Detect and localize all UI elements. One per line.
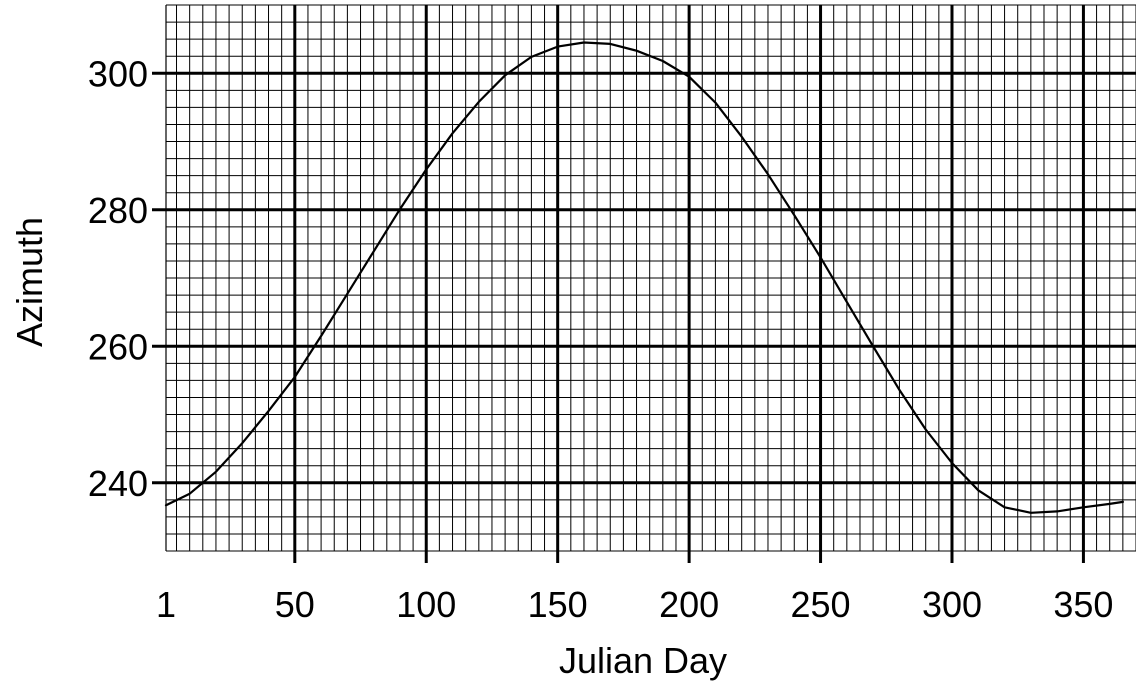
x-tick-label: 200: [659, 584, 719, 625]
x-tick-label: 350: [1053, 584, 1113, 625]
x-tick-label: 300: [922, 584, 982, 625]
y-tick-label: 260: [88, 326, 148, 367]
x-tick-label: 1: [156, 584, 176, 625]
y-tick-labels: 240 260 280 300: [88, 53, 148, 504]
series-layer: [164, 41, 1125, 514]
y-tick-label: 300: [88, 53, 148, 94]
x-tick-label: 150: [528, 584, 588, 625]
x-tick-label: 50: [275, 584, 315, 625]
minor-grid: [165, 4, 1136, 552]
major-grid: [152, 5, 1136, 563]
series-line-0: [164, 41, 1125, 514]
x-tick-label: 250: [791, 584, 851, 625]
y-axis-label: Azimuth: [9, 217, 50, 347]
x-tick-label: 100: [396, 584, 456, 625]
y-tick-label: 240: [88, 463, 148, 504]
y-tick-label: 280: [88, 190, 148, 231]
x-tick-labels: 1 50 100 150 200 250 300 350: [156, 584, 1113, 625]
x-axis-label: Julian Day: [559, 640, 727, 681]
